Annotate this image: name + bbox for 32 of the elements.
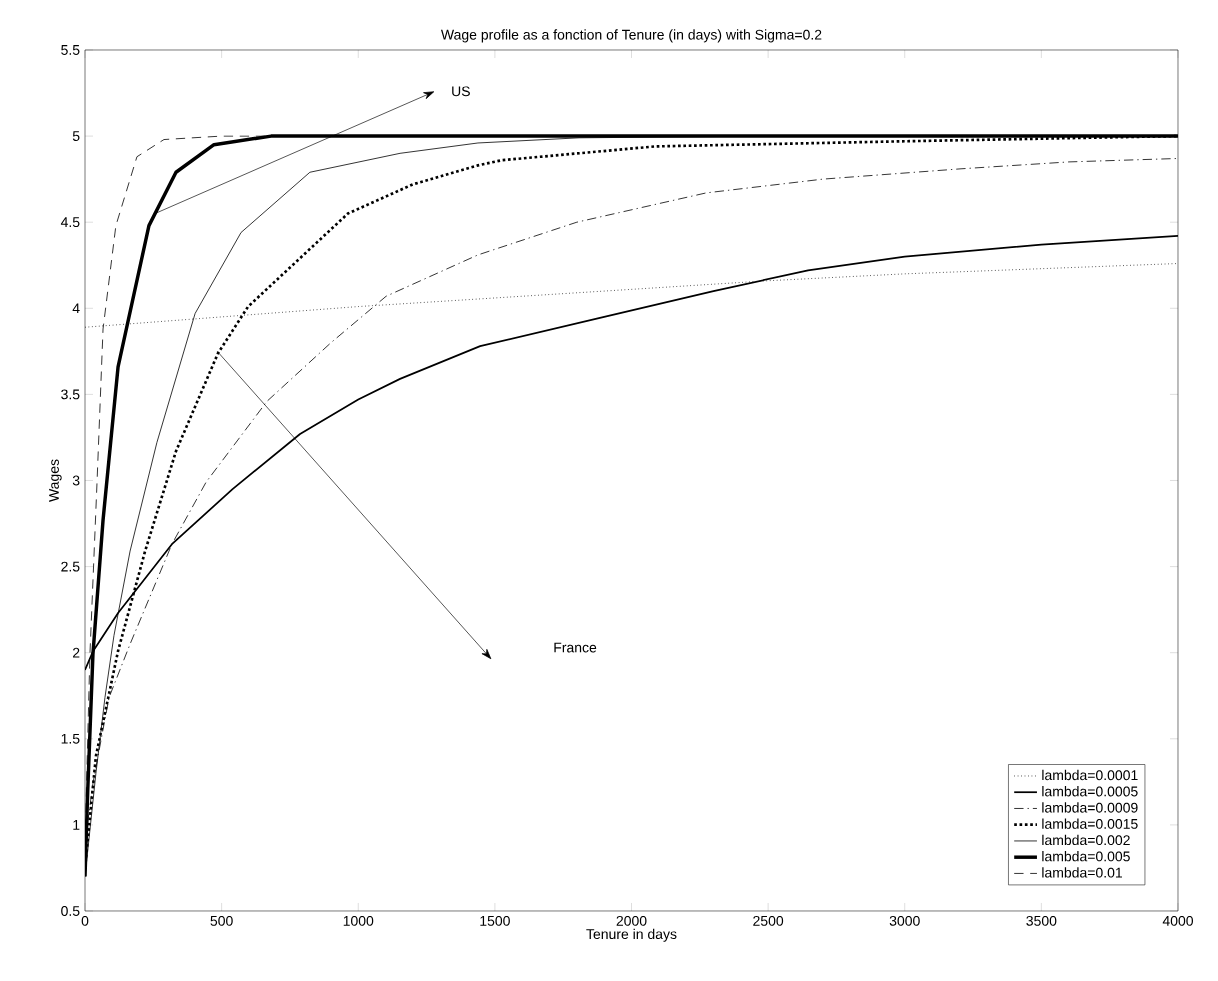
y-tick-label: 2.5 xyxy=(61,561,80,572)
y-axis-title: Wages xyxy=(49,459,62,502)
x-tick-label: 2000 xyxy=(616,915,647,926)
y-tick-label: 1 xyxy=(73,820,80,830)
annotation: US xyxy=(452,86,470,97)
x-tick-label: 1000 xyxy=(343,915,374,926)
legend-label: lambda=0.005 xyxy=(1042,851,1130,862)
y-tick-label: 0.5 xyxy=(61,906,80,916)
x-tick-label: 1500 xyxy=(480,915,510,926)
y-tick-label: 4.5 xyxy=(60,217,80,228)
x-tick-label: 3500 xyxy=(1026,915,1057,926)
legend-label: lambda=0.01 xyxy=(1042,867,1122,878)
y-tick-label: 5 xyxy=(72,131,80,141)
y-tick-label: 5.5 xyxy=(61,45,80,55)
x-tick-label: 4000 xyxy=(1162,915,1194,926)
legend-label: lambda=0.0009 xyxy=(1042,802,1138,813)
y-tick-label: 3.5 xyxy=(61,389,80,400)
y-tick-label: 1.5 xyxy=(61,733,80,744)
x-tick-label: 2500 xyxy=(753,915,784,926)
y-tick-label: 4 xyxy=(72,303,80,314)
legend-label: lambda=0.0015 xyxy=(1042,818,1138,829)
x-tick-label: 3000 xyxy=(889,915,920,926)
legend-label: lambda=0.0001 xyxy=(1042,769,1138,781)
chart-title: Wage profile as a fonction of Tenure (in days) with Sigma=0.2 xyxy=(440,29,822,43)
y-tick-label: 2 xyxy=(73,647,80,658)
annotation: France xyxy=(554,642,597,653)
x-tick-label: 0 xyxy=(81,915,89,926)
legend-label: lambda=0.0005 xyxy=(1042,786,1138,797)
x-tick-label: 500 xyxy=(210,915,233,926)
x-axis-title: Tenure in days xyxy=(586,928,677,942)
y-tick-label: 3 xyxy=(72,475,80,486)
legend-label: lambda=0.002 xyxy=(1042,834,1130,846)
